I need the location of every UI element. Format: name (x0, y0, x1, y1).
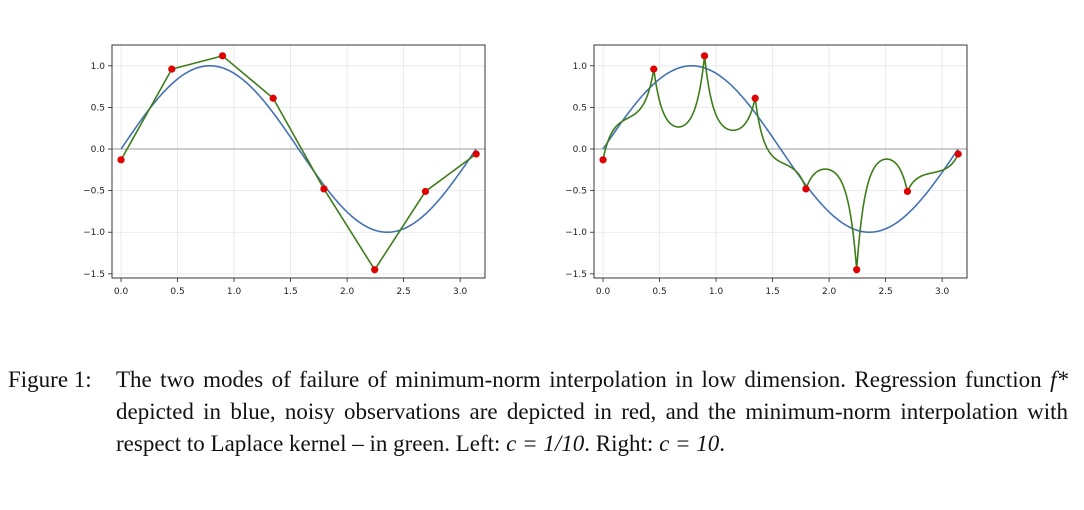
x-tick-label: 0.5 (652, 287, 666, 297)
x-axis: 0.0 0.5 1.0 1.5 2.0 2.5 3.0 (114, 278, 468, 297)
observation-point (802, 185, 810, 193)
observation-point (269, 94, 277, 102)
y-tick-label: 0.0 (573, 145, 588, 155)
right-plot-svg: 0.0 0.5 1.0 1.5 2.0 2.5 3.0 1.0 0.5 0.0 −0.5 −1.0 −1… (565, 44, 968, 297)
y-tick-label: 1.0 (573, 62, 588, 72)
observation-point (371, 266, 379, 274)
x-tick-label: 3.0 (935, 287, 950, 297)
left-plot-svg: 0.0 0.5 1.0 1.5 2.0 2.5 3.0 1.0 0.5 0.0 −0.5 −1.0 −1… (83, 44, 486, 297)
observation-point (853, 266, 861, 274)
y-tick-label: −0.5 (565, 187, 587, 197)
grid-lines (112, 45, 485, 278)
observation-point (954, 150, 962, 158)
observation-point (218, 52, 227, 60)
x-tick-label: 0.0 (114, 287, 129, 297)
eq-left: c = 1/10 (506, 431, 585, 456)
observation-point (472, 150, 480, 158)
y-tick-label: −1.5 (83, 270, 105, 280)
x-axis: 0.0 0.5 1.0 1.5 2.0 2.5 3.0 (596, 278, 950, 297)
plot-frame (111, 44, 486, 279)
y-tick-label: 0.5 (91, 103, 105, 113)
f-star: f* (1050, 367, 1068, 392)
interpolant-curve (120, 54, 477, 272)
y-axis: 1.0 0.5 0.0 −0.5 −1.0 −1.5 (565, 62, 594, 280)
x-tick-label: 0.0 (596, 287, 611, 297)
y-tick-label: −0.5 (83, 187, 105, 197)
y-tick-label: −1.0 (565, 228, 587, 238)
x-tick-label: 2.5 (878, 287, 892, 297)
y-tick-label: 0.5 (573, 103, 587, 113)
y-tick-label: 1.0 (91, 62, 106, 72)
y-tick-label: −1.0 (83, 228, 105, 238)
interpolant-curve (602, 55, 959, 270)
observation-point (421, 187, 430, 196)
x-tick-label: 1.0 (709, 287, 724, 297)
x-tick-label: 2.5 (396, 287, 410, 297)
observation-point (751, 94, 759, 102)
right-plot: 0.0 0.5 1.0 1.5 2.0 2.5 3.0 1.0 0.5 0.0 −0.5 −1.0 −1… (552, 30, 982, 314)
observation-point (320, 185, 328, 193)
x-tick-label: 2.0 (340, 287, 355, 297)
x-tick-label: 0.5 (170, 287, 184, 297)
plot-frame (593, 44, 968, 279)
regression-curve (120, 64, 477, 234)
y-tick-label: −1.5 (565, 270, 587, 280)
x-tick-label: 1.5 (765, 287, 779, 297)
observation-point (650, 65, 658, 73)
y-axis: 1.0 0.5 0.0 −0.5 −1.0 −1.5 (83, 62, 112, 280)
left-plot: 0.0 0.5 1.0 1.5 2.0 2.5 3.0 1.0 0.5 0.0 −0.5 −1.0 −1… (70, 30, 500, 314)
x-tick-label: 3.0 (453, 287, 468, 297)
eq-right: c = 10 (659, 431, 720, 456)
figure-caption: Figure 1: The two modes of failure of mi… (8, 364, 1068, 460)
regression-curve (602, 64, 959, 234)
x-tick-label: 1.0 (227, 287, 242, 297)
observation-point (117, 156, 125, 164)
observation-point (168, 65, 176, 73)
y-tick-label: 0.0 (91, 145, 106, 155)
x-tick-label: 1.5 (283, 287, 297, 297)
observation-point (903, 187, 912, 196)
observation-point (599, 156, 607, 164)
caption-body: The two modes of failure of minimum-norm… (116, 367, 1068, 456)
observation-point (700, 52, 709, 60)
x-tick-label: 2.0 (822, 287, 837, 297)
caption-label: Figure 1: (8, 367, 92, 392)
